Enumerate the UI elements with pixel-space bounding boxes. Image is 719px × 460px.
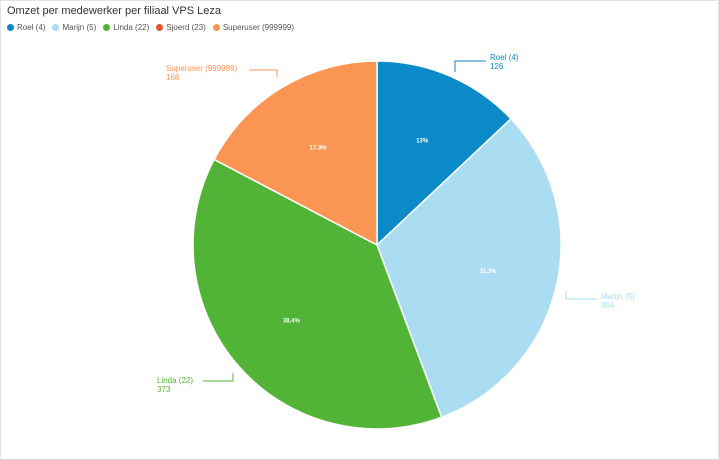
legend-item[interactable]: Sjoerd (23) xyxy=(156,23,206,32)
slice-percent-label: 31.3% xyxy=(480,269,498,275)
pie-slice[interactable] xyxy=(376,117,562,419)
callout-value: 304 xyxy=(601,301,615,310)
pie-slice[interactable] xyxy=(376,60,513,247)
callout-name: Marijn (5) xyxy=(601,292,635,301)
callout-value: 373 xyxy=(157,385,171,394)
callout-line xyxy=(249,69,278,77)
legend-swatch xyxy=(212,24,220,31)
callout-name: Roel (4) xyxy=(490,53,519,62)
legend-swatch xyxy=(7,24,14,31)
legend-label: Superuser (999999) xyxy=(222,23,294,32)
legend-label: Marijn (5) xyxy=(62,23,97,32)
legend-item[interactable]: Roel (4) xyxy=(7,23,45,32)
callout-name: Linda (22) xyxy=(157,376,193,385)
slice-percent-label: 17.3% xyxy=(309,145,327,151)
callout-line xyxy=(565,291,597,300)
pie-slice[interactable] xyxy=(192,158,443,430)
legend-label: Sjoerd (23) xyxy=(166,23,206,32)
legend-label: Linda (22) xyxy=(113,23,150,32)
callout-line xyxy=(454,60,486,72)
slice-percent-label: 13% xyxy=(416,138,429,144)
pie-slice[interactable] xyxy=(213,60,378,247)
chart-legend: Roel (4) Marijn (5) Linda (22) Sjoerd (23) S… xyxy=(7,23,294,32)
legend-label: Roel (4) xyxy=(17,23,46,32)
callout-value: 168 xyxy=(166,73,180,82)
callout-name: Superuser (999999) xyxy=(166,64,237,73)
callout-line xyxy=(203,373,234,382)
chart-title: Omzet per medewerker per filiaal VPS Lez… xyxy=(7,5,221,17)
legend-swatch xyxy=(52,24,60,31)
legend-item[interactable]: Linda (22) xyxy=(103,23,149,32)
legend-swatch xyxy=(156,24,164,31)
legend-item[interactable]: Marijn (5) xyxy=(52,23,96,32)
legend-swatch xyxy=(103,24,111,31)
legend-item[interactable]: Superuser (999999) xyxy=(212,23,294,32)
slice-percent-label: 38.4% xyxy=(283,318,301,324)
callout-value: 126 xyxy=(490,62,504,71)
